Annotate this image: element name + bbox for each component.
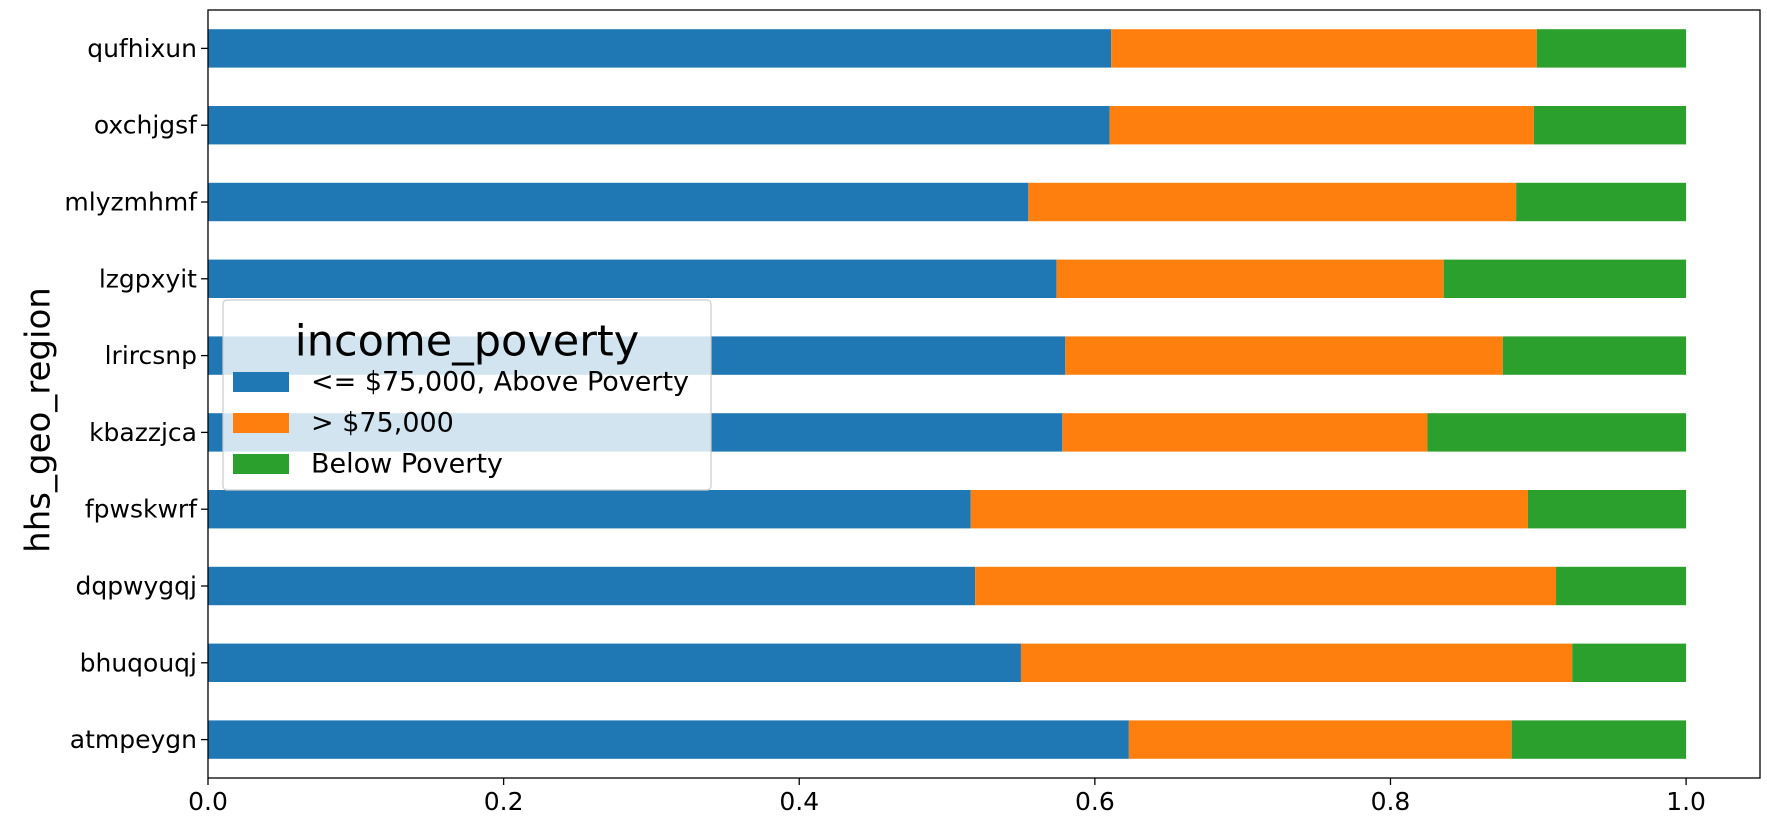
y-tick-label: kbazzjca [89, 418, 197, 447]
bar-segment-oxchjgsf-series-1 [1109, 106, 1534, 145]
bar-segment-lzgpxyit-series-1 [1056, 259, 1444, 298]
legend: income_poverty <= $75,000, Above Poverty… [222, 299, 712, 491]
legend-swatch-1 [233, 413, 289, 433]
bar-segment-dqpwygqj-series-2 [1556, 566, 1687, 606]
legend-label-0: <= $75,000, Above Poverty [311, 367, 689, 398]
bar-segment-bhuqouqj-series-0 [208, 643, 1021, 682]
y-tick-label: qufhixun [87, 34, 197, 63]
legend-label-1: > $75,000 [311, 408, 454, 439]
x-ticks: 0.0 0.2 0.4 0.6 0.8 1.0 [188, 778, 1706, 816]
legend-swatch-0 [233, 372, 289, 392]
bar-segment-atmpeygn-series-0 [208, 720, 1129, 759]
legend-items: <= $75,000, Above Poverty > $75,000 Below … [233, 367, 689, 480]
bar-segment-dqpwygqj-series-0 [208, 566, 976, 606]
x-tick-label: 0.0 [188, 787, 228, 816]
y-tick-label: atmpeygn [70, 725, 197, 754]
legend-frame [222, 299, 712, 491]
bar-segment-lrircsnp-series-1 [1065, 336, 1503, 375]
y-axis-label: hhs_geo_region [19, 287, 59, 553]
y-tick-label: oxchjgsf [94, 111, 198, 140]
y-tick-label: mlyzmhmf [64, 188, 198, 217]
y-tick-label: lrircsnp [105, 341, 197, 370]
bar-segment-qufhixun-series-0 [208, 29, 1112, 68]
bar-segment-kbazzjca-series-2 [1427, 413, 1687, 452]
x-tick-label: 0.4 [779, 787, 819, 816]
x-tick-label: 0.6 [1075, 787, 1115, 816]
bar-segment-lzgpxyit-series-2 [1443, 259, 1687, 298]
bar-segment-dqpwygqj-series-1 [975, 566, 1557, 606]
legend-swatch-2 [233, 454, 289, 474]
bar-segment-lzgpxyit-series-0 [208, 259, 1057, 298]
bar-segment-kbazzjca-series-1 [1062, 413, 1428, 452]
x-tick-label: 0.2 [484, 787, 524, 816]
bar-segment-bhuqouqj-series-1 [1020, 643, 1573, 682]
legend-title: income_poverty [295, 317, 639, 367]
bar-segment-bhuqouqj-series-2 [1572, 643, 1687, 682]
plot-frame [207, 9, 1761, 779]
bar-segment-qufhixun-series-1 [1111, 29, 1537, 68]
bar-segment-atmpeygn-series-1 [1128, 720, 1512, 759]
bar-segment-mlyzmhmf-series-0 [208, 182, 1029, 222]
y-ticks: atmpeygn bhuqouqj dqpwygqj fpwskwrf kbazzjca… [64, 34, 208, 754]
bar-segment-atmpeygn-series-2 [1511, 720, 1687, 759]
bar-segment-fpwskwrf-series-1 [970, 490, 1528, 529]
bar-segment-oxchjgsf-series-0 [208, 106, 1110, 145]
bar-segment-mlyzmhmf-series-1 [1028, 182, 1517, 222]
x-tick-label: 0.8 [1371, 787, 1411, 816]
bar-segment-fpwskwrf-series-2 [1527, 490, 1687, 529]
bar-segment-oxchjgsf-series-2 [1533, 106, 1687, 145]
bar-segment-mlyzmhmf-series-2 [1516, 182, 1687, 222]
bar-segment-lrircsnp-series-2 [1502, 336, 1687, 375]
y-tick-label: dqpwygqj [75, 572, 197, 601]
bar-segment-qufhixun-series-2 [1536, 29, 1687, 68]
y-tick-label: fpwskwrf [85, 495, 198, 524]
y-tick-label: lzgpxyit [99, 264, 197, 293]
legend-label-2: Below Poverty [311, 449, 503, 480]
y-tick-label: bhuqouqj [80, 648, 197, 677]
x-tick-label: 1.0 [1666, 787, 1706, 816]
bar-segment-fpwskwrf-series-0 [208, 490, 971, 529]
